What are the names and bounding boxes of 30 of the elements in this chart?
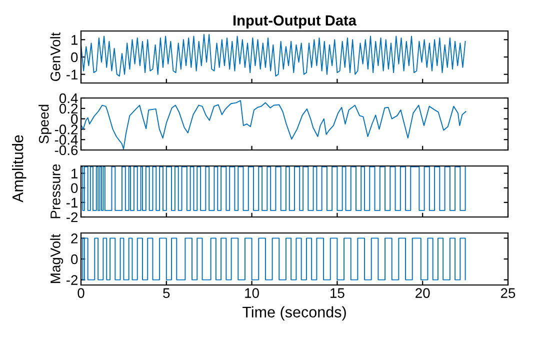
y-tick-label: -1 <box>66 70 78 80</box>
y-tick-label: 0.2 <box>59 104 78 114</box>
y-tick-label: -0.4 <box>54 134 78 145</box>
y-tick-label: 0 <box>71 254 78 264</box>
y-tick-label: 0 <box>71 114 78 124</box>
y-tick-label: -2 <box>66 212 78 222</box>
x-tick-label: 5 <box>163 288 170 298</box>
line-series <box>81 100 466 150</box>
y-tick-label: 0.4 <box>59 93 78 104</box>
x-axis-title: Time (seconds) <box>242 306 346 321</box>
y-axis-title: Pressure <box>50 164 60 218</box>
x-tick-label: 15 <box>330 288 344 298</box>
x-tick-label: 20 <box>416 288 430 298</box>
y-tick-label: 1 <box>72 168 78 178</box>
y-tick-label: -2 <box>66 275 78 285</box>
y-tick-label: 2 <box>71 234 78 244</box>
x-tick-label: 10 <box>245 288 259 298</box>
y-tick-label: 1 <box>72 35 78 45</box>
y-tick-label: -0.2 <box>54 124 78 134</box>
y-tick-label: 0 <box>71 52 78 62</box>
y-tick-label: -1 <box>66 198 78 208</box>
line-series <box>81 34 466 77</box>
y-tick-label: 0 <box>71 183 78 194</box>
text: Amplitude <box>12 135 26 202</box>
y-axis-title: Speed <box>38 104 52 144</box>
y-tick-label: -0.6 <box>54 145 78 156</box>
y-axis-title: GenVolt <box>50 32 60 82</box>
chart-title: Input-Output Data <box>234 15 357 28</box>
x-tick-label: 25 <box>500 288 516 298</box>
y-axis-title: MagVolt <box>50 234 64 283</box>
